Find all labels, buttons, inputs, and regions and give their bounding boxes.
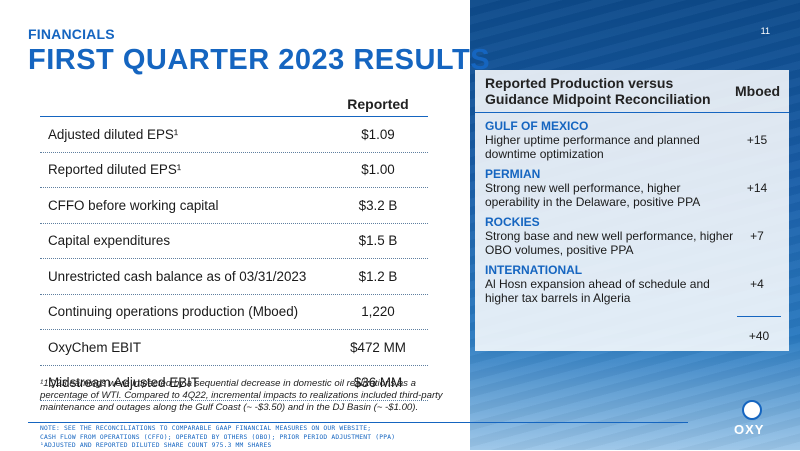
row-value: $1.2 B xyxy=(358,268,398,284)
row-value: $1.5 B xyxy=(358,233,398,249)
table-row: Capital expenditures $1.5 B xyxy=(40,224,428,259)
region-name: INTERNATIONAL xyxy=(485,263,583,277)
row-label: CFFO before working capital xyxy=(48,197,219,213)
region-value: +7 xyxy=(750,229,764,243)
table-row: Continuing operations production (Mboed)… xyxy=(40,295,428,330)
logo-mark-icon xyxy=(742,400,762,420)
note-line: CASH FLOW FROM OPERATIONS (CFFO); OPERAT… xyxy=(40,433,396,441)
table-row: Unrestricted cash balance as of 03/31/20… xyxy=(40,259,428,295)
table-row: OxyChem EBIT $472 MM xyxy=(40,330,428,366)
row-label: Capital expenditures xyxy=(48,233,171,249)
total-divider xyxy=(737,316,781,317)
row-value: 1,220 xyxy=(361,304,395,320)
note-line: NOTE: SEE THE RECONCILIATIONS TO COMPARA… xyxy=(40,425,372,432)
row-value: $36 MM xyxy=(353,375,403,391)
region-description: Al Hosn expansion ahead of schedule and … xyxy=(485,277,710,305)
table-row: Adjusted diluted EPS¹ $1.09 xyxy=(40,117,428,153)
footer-divider xyxy=(28,422,688,423)
results-table-header: Reported xyxy=(40,84,428,117)
row-value: $3.2 B xyxy=(358,197,398,213)
oxy-logo: OXY xyxy=(730,400,776,440)
row-label: Adjusted diluted EPS¹ xyxy=(48,126,179,142)
earnings-footnote: ¹1Q23 earnings were impacted by a sequen… xyxy=(40,378,443,413)
region-name: GULF OF MEXICO xyxy=(485,119,589,133)
region-value: +14 xyxy=(746,181,768,195)
table-row: CFFO before working capital $3.2 B xyxy=(40,188,428,224)
row-value: $472 MM xyxy=(350,339,406,355)
section-eyebrow: FINANCIALS xyxy=(28,26,115,42)
row-label: Unrestricted cash balance as of 03/31/20… xyxy=(48,268,307,284)
region-name: ROCKIES xyxy=(485,215,540,229)
row-value: $1.09 xyxy=(361,126,395,142)
row-label: Midstream Adjusted EBIT xyxy=(48,375,200,391)
footer-note: NOTE: SEE THE RECONCILIATIONS TO COMPARA… xyxy=(40,425,395,451)
region-item-rockies: ROCKIES Strong base and new well perform… xyxy=(475,215,789,257)
region-value: +15 xyxy=(746,133,768,147)
region-description: Higher uptime performance and planned do… xyxy=(485,133,700,161)
region-description: Strong new well performance, higher oper… xyxy=(485,181,701,209)
page-title: FIRST QUARTER 2023 RESULTS xyxy=(28,44,491,76)
row-label: Continuing operations production (Mboed) xyxy=(48,304,299,320)
region-description: Strong base and new well performance, hi… xyxy=(485,229,734,257)
reconciliation-panel: Reported Production versus Guidance Midp… xyxy=(475,70,789,351)
reported-column-header: Reported xyxy=(347,96,409,112)
row-label: OxyChem EBIT xyxy=(48,339,142,355)
region-item-gulf-of-mexico: GULF OF MEXICO Higher uptime performance… xyxy=(475,119,789,161)
table-row: Reported diluted EPS¹ $1.00 xyxy=(40,153,428,188)
region-item-international: INTERNATIONAL Al Hosn expansion ahead of… xyxy=(475,263,789,305)
region-name: PERMIAN xyxy=(485,167,541,181)
heading-line: Reported Production versus xyxy=(485,75,674,91)
reconciliation-header: Reported Production versus Guidance Midp… xyxy=(475,70,789,113)
table-row: Midstream Adjusted EBIT $36 MM xyxy=(40,366,428,401)
note-line: ¹ADJUSTED AND REPORTED DILUTED SHARE COU… xyxy=(40,442,272,449)
total-value: +40 xyxy=(748,329,770,343)
heading-line: Guidance Midpoint Reconciliation xyxy=(485,91,711,107)
results-table: Reported Adjusted diluted EPS¹ $1.09 Rep… xyxy=(40,84,428,401)
logo-text: OXY xyxy=(734,422,765,437)
region-item-permian: PERMIAN Strong new well performance, hig… xyxy=(475,167,789,209)
reconciliation-heading: Reported Production versus Guidance Midp… xyxy=(485,75,711,107)
region-value: +4 xyxy=(750,277,764,291)
page-number: 11 xyxy=(760,26,770,36)
mboed-column-header: Mboed xyxy=(735,83,781,99)
row-label: Reported diluted EPS¹ xyxy=(48,162,182,178)
row-value: $1.00 xyxy=(361,162,395,178)
